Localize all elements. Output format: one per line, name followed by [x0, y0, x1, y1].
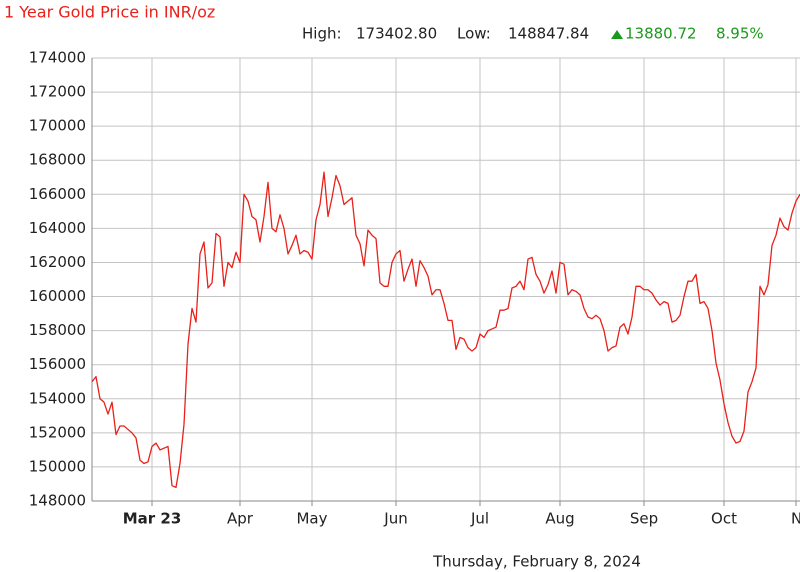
- change-value: 13880.72: [625, 25, 697, 43]
- x-tick-label: Oct: [711, 510, 737, 528]
- chart-title: 1 Year Gold Price in INR/oz: [4, 3, 215, 22]
- y-tick-label: 158000: [29, 321, 86, 339]
- date: Thursday, February 8, 2024: [432, 553, 641, 571]
- y-tick-label: 162000: [29, 253, 86, 271]
- x-tick-label: Apr: [227, 510, 254, 528]
- x-tick-label: Jul: [470, 510, 489, 528]
- x-tick-label: N: [791, 510, 800, 528]
- y-tick-label: 168000: [29, 151, 86, 169]
- y-tick-label: 148000: [29, 492, 86, 510]
- high-label: High:: [302, 25, 342, 43]
- y-tick-label: 152000: [29, 423, 86, 441]
- low-value: 148847.84: [508, 25, 589, 43]
- y-tick-label: 156000: [29, 355, 86, 373]
- x-tick-label: Aug: [545, 510, 574, 528]
- y-tick-label: 174000: [29, 49, 86, 67]
- up-arrow: [611, 30, 623, 39]
- y-tick-label: 164000: [29, 219, 86, 237]
- y-tick-label: 154000: [29, 389, 86, 407]
- y-tick-label: 172000: [29, 83, 86, 101]
- x-tick-label: Jun: [383, 510, 407, 528]
- x-tick-label: Sep: [630, 510, 658, 528]
- y-tick-label: 166000: [29, 185, 86, 203]
- y-tick-label: 150000: [29, 457, 86, 475]
- x-tick-label: May: [296, 510, 327, 528]
- high-value: 173402.80: [356, 25, 437, 43]
- low-label: Low:: [457, 25, 491, 43]
- y-tick-label: 170000: [29, 117, 86, 135]
- y-tick-label: 160000: [29, 287, 86, 305]
- price-line: [91, 171, 800, 489]
- x-tick-label: Mar 23: [123, 510, 182, 528]
- change-percent: 8.95%: [716, 25, 764, 43]
